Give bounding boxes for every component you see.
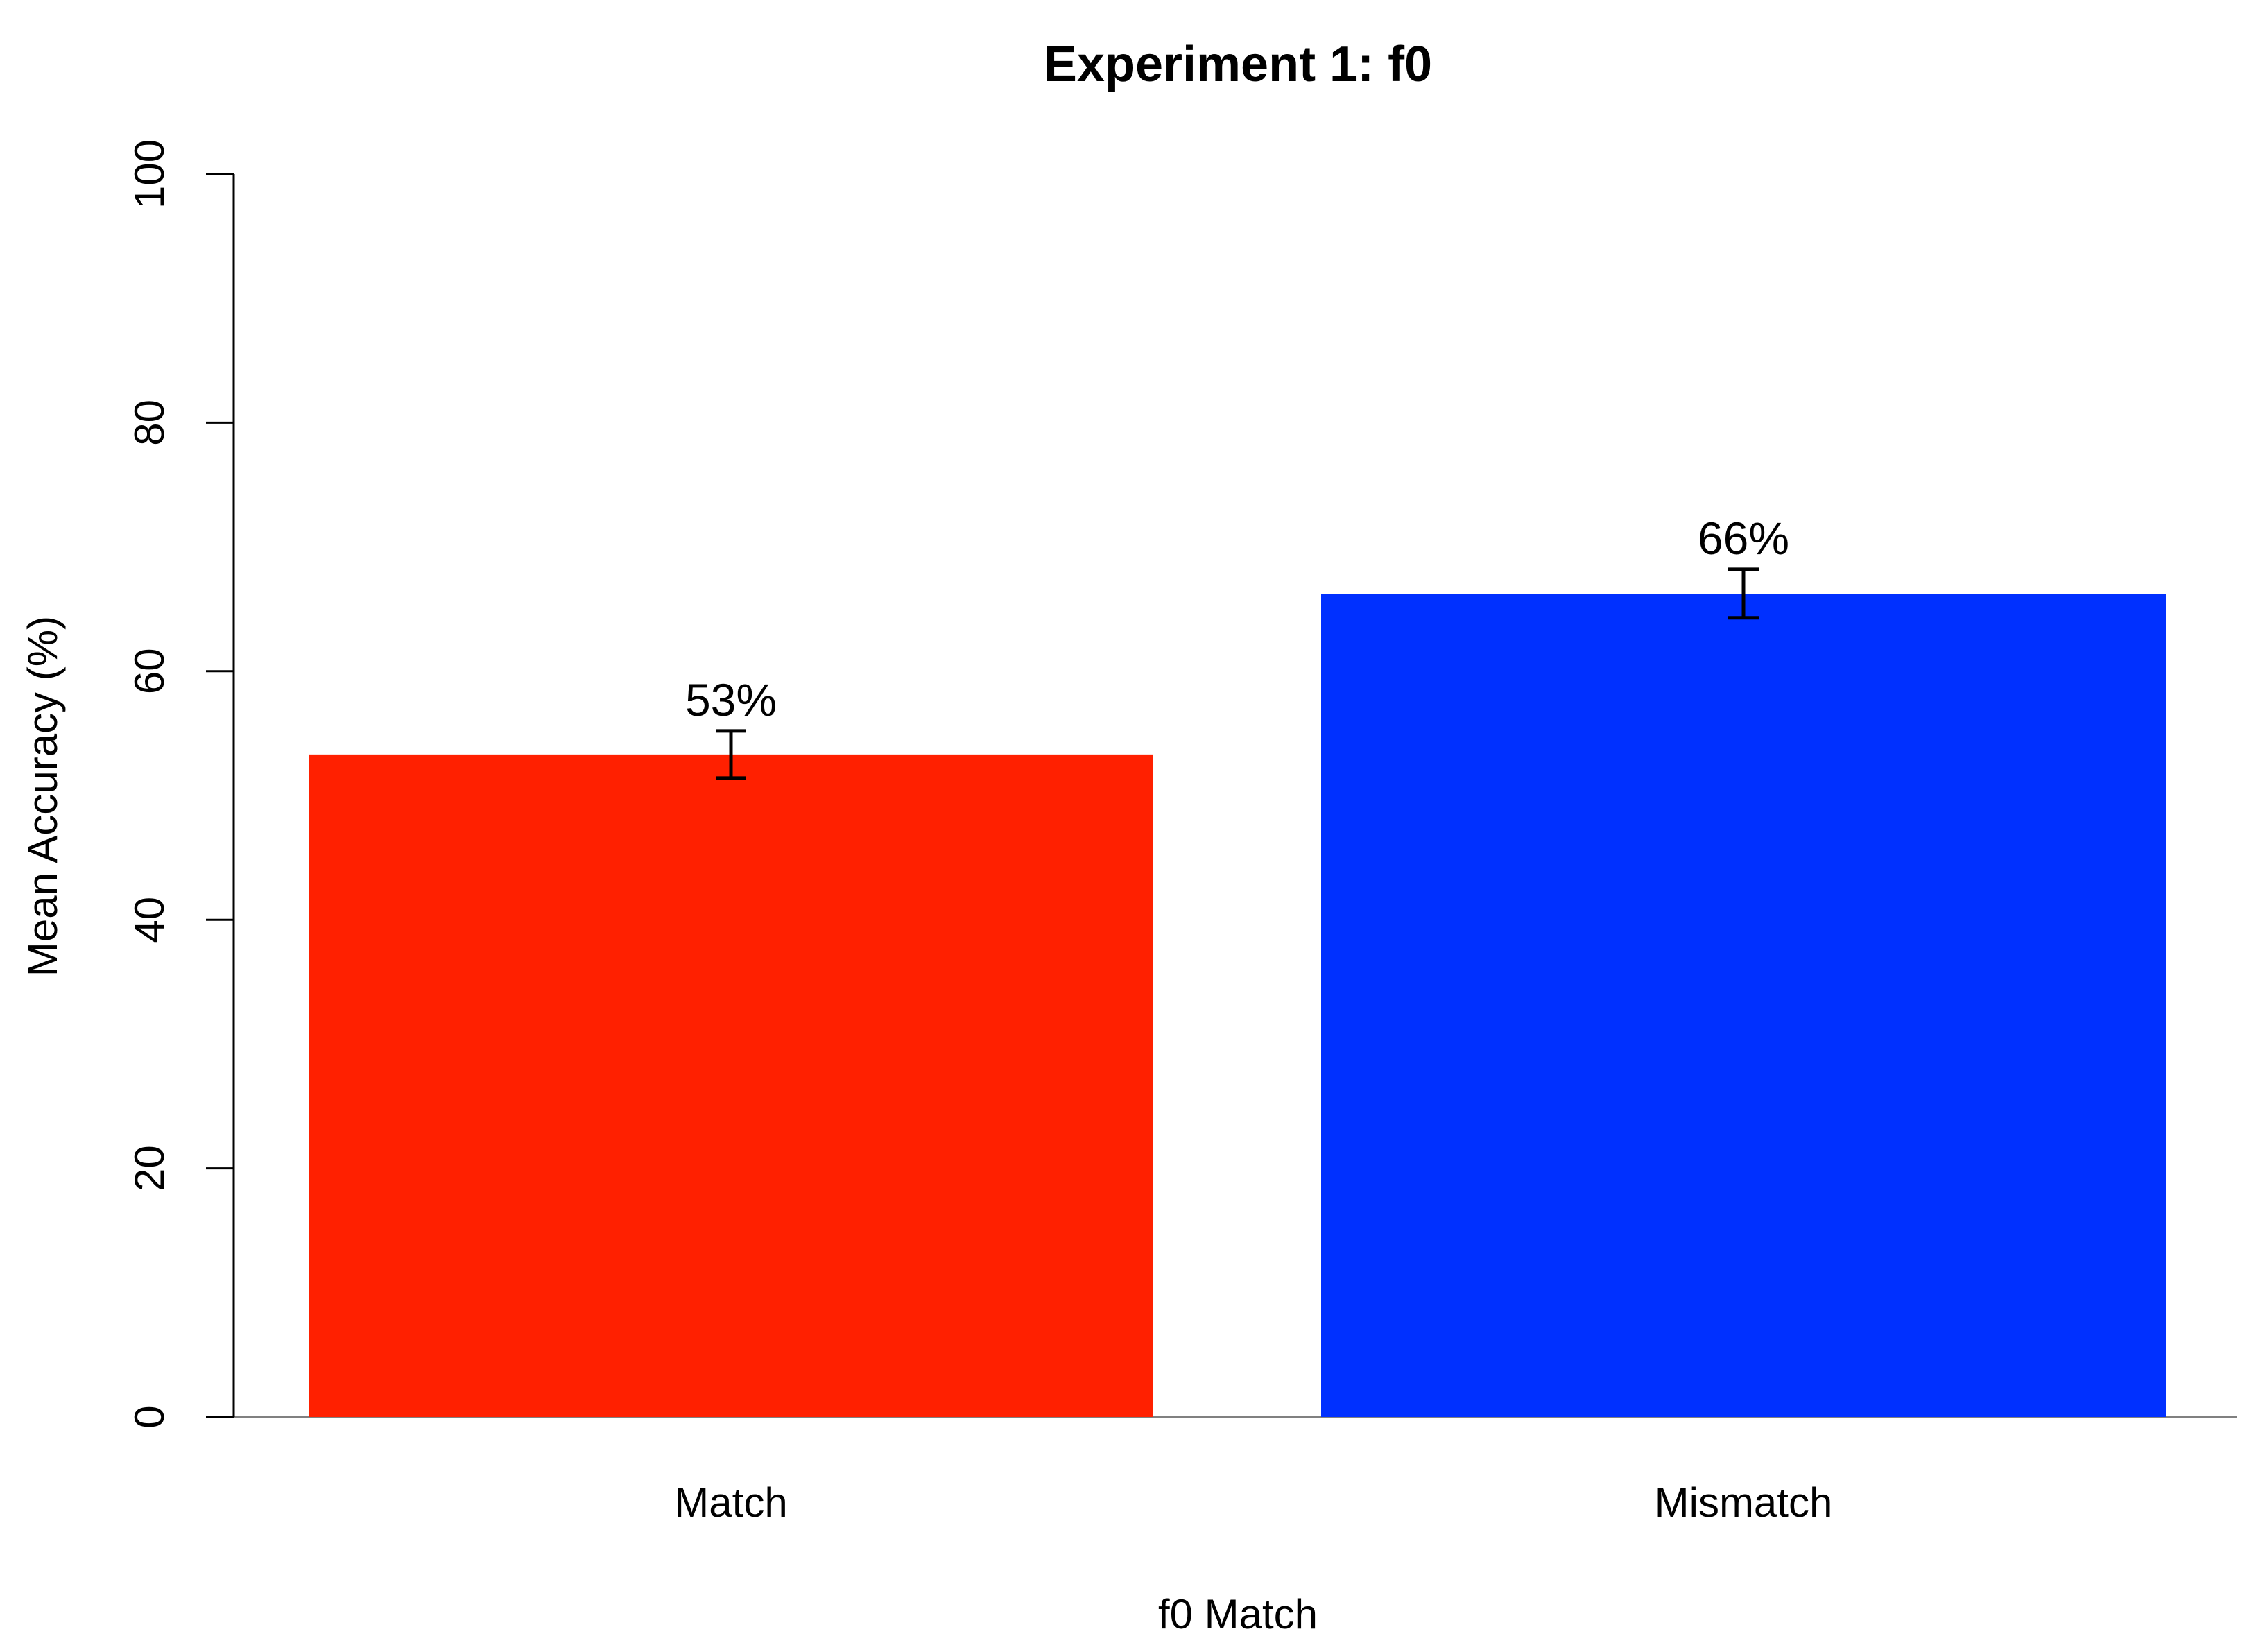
data-label-match: 53% [685, 674, 777, 725]
error-bar-mismatch [1728, 567, 1759, 620]
x-axis-label: f0 Match [1158, 1591, 1318, 1637]
bar-match [309, 754, 1153, 1417]
y-tick-label-60: 60 [126, 648, 173, 694]
x-tick-label-mismatch: Mismatch [1655, 1479, 1833, 1526]
plot-area: 53% Match 66% Mismatch [234, 513, 2237, 1526]
y-tick-label-0: 0 [126, 1405, 173, 1428]
y-tick-label-80: 80 [126, 399, 173, 446]
error-bar-match [716, 729, 746, 780]
y-tick-label-100: 100 [126, 139, 173, 209]
data-label-mismatch: 66% [1698, 513, 1789, 564]
y-axis: 0 20 40 60 80 100 [126, 139, 235, 1429]
y-axis-label: Mean Accuracy (%) [19, 616, 66, 976]
x-tick-label-match: Match [674, 1479, 787, 1526]
chart-title: Experiment 1: f0 [1044, 37, 1432, 92]
bar-mismatch [1321, 594, 2166, 1417]
y-tick-label-20: 20 [126, 1145, 173, 1191]
y-tick-label-40: 40 [126, 897, 173, 943]
